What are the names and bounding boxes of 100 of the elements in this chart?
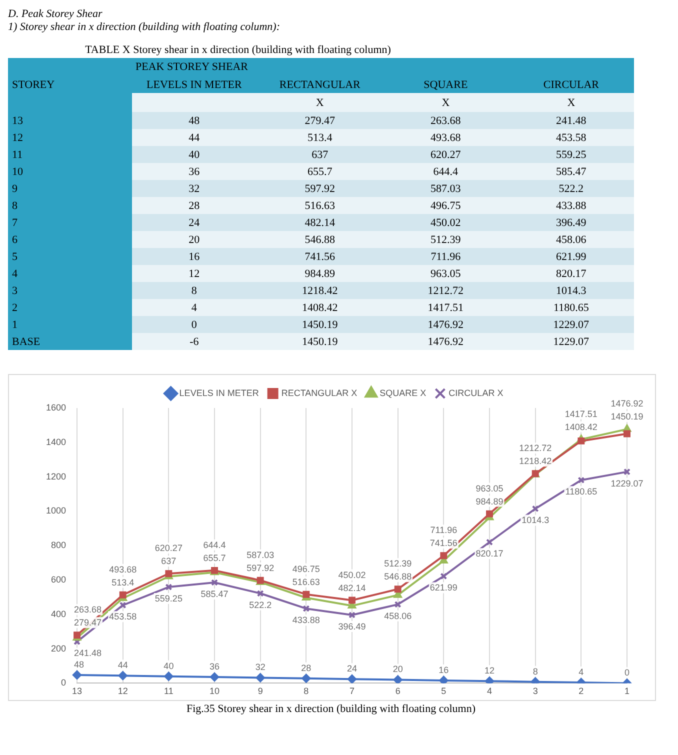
x-tick-label: 6	[395, 686, 400, 696]
data-label: 1014.3	[555, 284, 588, 298]
data-label: 4	[190, 300, 198, 316]
data-label: 40	[164, 660, 174, 671]
data-label: 644.4	[432, 164, 460, 180]
row-header-cell: 5	[8, 248, 132, 265]
data-label: 496.75	[292, 564, 320, 574]
y-tick-label: 1000	[46, 506, 66, 516]
x-tick-label: 2	[578, 686, 584, 696]
data-label: 1229.07	[552, 334, 590, 350]
data-label: 263.68	[74, 604, 102, 615]
text: X	[566, 96, 576, 110]
data-label: 458.06	[555, 232, 588, 248]
data-label: 655.7	[306, 164, 334, 180]
y-tick-label: 200	[50, 643, 66, 654]
data-label: 516.63	[292, 576, 320, 587]
data-label: 0	[190, 318, 198, 332]
data-label: 597.92	[246, 562, 274, 573]
row-header-cell: 6	[8, 231, 132, 248]
data-label: 493.68	[109, 564, 137, 574]
data-label: 16	[188, 250, 201, 264]
data-label: 20	[392, 664, 403, 674]
data-label: 546.88	[384, 572, 412, 582]
data-label: 1212.72	[426, 284, 465, 298]
row-header-cell: 11	[8, 146, 132, 163]
y-tick-label: 600	[50, 574, 66, 584]
data-label: 482.14	[338, 582, 366, 593]
data-label: 741.56	[304, 250, 336, 264]
data-label: 546.88	[304, 232, 336, 248]
data-label: 32	[188, 182, 201, 196]
x-tick-label: 4	[487, 686, 492, 696]
data-label: 1014.3	[522, 515, 550, 526]
data-label: 585.47	[555, 164, 588, 180]
data-label: 16	[438, 664, 449, 675]
data-label: 820.17	[555, 266, 588, 282]
data-label: 1450.19	[610, 412, 644, 422]
data-label: 48	[188, 114, 201, 128]
data-label: 0	[624, 668, 630, 678]
data-label: 1476.92	[610, 398, 644, 409]
x-tick-label: 5	[441, 686, 446, 696]
data-label: -6	[188, 334, 200, 350]
data-label: 644.4	[203, 540, 226, 550]
row-header-cell: 9	[8, 180, 132, 197]
data-label: 559.25	[154, 593, 182, 604]
data-label: 12	[188, 266, 201, 282]
data-label: 620.27	[430, 148, 462, 162]
x-tick-label: 10	[210, 686, 220, 696]
data-label: 458.06	[384, 610, 412, 621]
data-label: 433.88	[292, 615, 320, 626]
y-tick-label: 400	[50, 608, 66, 619]
data-label: 433.88	[555, 198, 588, 214]
x-tick-label: 3	[532, 686, 538, 696]
data-label: 1180.65	[565, 486, 598, 497]
data-label: 655.7	[203, 552, 226, 563]
data-label: 1229.07	[552, 318, 590, 332]
data-label: 984.89	[476, 496, 504, 506]
data-label: 24	[347, 664, 358, 674]
legend-label: SQUARE X	[380, 388, 426, 398]
x-tick-label: 9	[258, 686, 263, 696]
data-label: 241.48	[74, 648, 102, 658]
x-tick-label: 13	[72, 686, 82, 696]
row-header-cell: 7	[8, 214, 132, 231]
data-label: 512.39	[384, 558, 412, 569]
x-tick-label: SQUARE	[422, 78, 469, 92]
row-header-cell: 12	[8, 129, 132, 146]
text: X	[314, 96, 325, 110]
row-header-cell: 3	[8, 282, 132, 299]
text: 1) Storey shear in x direction (building with floating column):	[8, 21, 282, 34]
data-label: 516.63	[304, 198, 336, 214]
data-label: 1417.51	[564, 408, 598, 419]
table-header-row: PEAK STOREY SHEAR	[8, 58, 634, 76]
x-tick-label: 7	[350, 686, 355, 696]
data-label: 522.2	[558, 182, 585, 196]
data-label: 12	[484, 666, 495, 676]
data-label: 711.96	[430, 525, 458, 536]
row-header-cell: BASE	[8, 333, 132, 350]
data-label: 44	[188, 130, 201, 146]
data-label: 587.03	[430, 182, 462, 196]
row-header-cell: 2	[8, 299, 132, 316]
x-tick-label: 1	[624, 686, 630, 696]
x-tick-label: 8	[304, 686, 309, 696]
data-label: 241.48	[555, 114, 588, 128]
data-label: 512.39	[430, 232, 462, 248]
data-label: 44	[118, 660, 128, 670]
data-label: 453.58	[555, 130, 588, 146]
data-label: 28	[301, 662, 312, 673]
legend-label: CIRCULAR X	[448, 388, 504, 398]
data-label: 496.75	[430, 198, 462, 214]
y-tick-label: 1200	[46, 471, 66, 482]
data-label: 8	[190, 284, 198, 298]
data-label: 450.02	[430, 216, 462, 230]
data-label: 1212.72	[519, 443, 552, 454]
data-label: 621.99	[430, 582, 458, 593]
row-header-cell: 10	[8, 163, 132, 180]
y-tick-label: 1400	[46, 436, 66, 447]
data-label: 28	[188, 198, 201, 214]
data-label: 1476.92	[426, 334, 465, 350]
y-axis-title: STOREY	[11, 78, 56, 92]
x-tick-label: LEVELS IN METER	[146, 78, 243, 92]
data-label: 453.58	[109, 612, 137, 622]
